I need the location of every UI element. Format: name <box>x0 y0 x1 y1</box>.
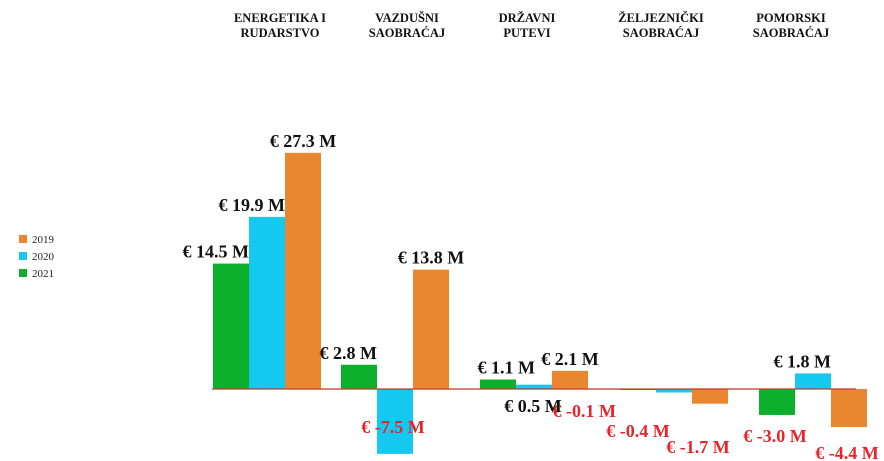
bar-2020-4 <box>795 373 831 389</box>
category-label-2-line-0: DRŽAVNI <box>499 11 556 25</box>
bar-2019-3 <box>692 389 728 404</box>
legend: 2019 2020 2021 <box>19 234 55 280</box>
bar-2020-3 <box>656 389 692 393</box>
category-label-1-line-0: VAZDUŠNI <box>375 11 439 25</box>
value-label-2019-3: € -1.7 M <box>666 437 729 457</box>
value-label-2019-4: € -4.4 M <box>815 443 878 461</box>
legend-swatch-2020 <box>19 252 27 260</box>
category-label-0-line-1: RUDARSTVO <box>241 26 320 40</box>
value-label-2020-2: € 0.5 M <box>504 396 562 416</box>
bar-2019-1 <box>413 269 449 389</box>
value-label-2019-2: € 2.1 M <box>541 349 599 369</box>
bar-2020-1 <box>377 389 413 454</box>
category-label-0-line-0: ENERGETIKA I <box>234 11 326 25</box>
value-label-2020-0: € 19.9 M <box>219 195 286 215</box>
value-label-2020-3: € -0.4 M <box>606 421 669 441</box>
bar-2020-2 <box>516 384 552 389</box>
category-label-2-line-1: PUTEVI <box>503 26 550 40</box>
legend-label-2021: 2021 <box>32 268 54 280</box>
bar-2019-0 <box>285 152 321 389</box>
value-label-2021-1: € 2.8 M <box>320 343 378 363</box>
category-label-3-line-0: ŽELJEZNIČKI <box>618 11 704 25</box>
bar-2021-2 <box>480 379 516 389</box>
bar-2021-4 <box>759 389 795 415</box>
value-label-2021-3: € -0.1 M <box>553 401 616 421</box>
bar-2019-4 <box>831 389 867 428</box>
legend-swatch-2019 <box>19 235 27 243</box>
value-label-2021-4: € -3.0 M <box>743 426 806 446</box>
bar-2021-0 <box>213 263 249 389</box>
bars <box>213 152 867 454</box>
value-label-2021-0: € 14.5 M <box>183 242 250 262</box>
value-labels: € 14.5 M € 2.8 M € 1.1 M € -0.1 M € -3.0 M € … <box>183 131 879 461</box>
legend-label-2019: 2019 <box>32 234 55 246</box>
bar-2020-0 <box>249 216 285 389</box>
value-label-2020-1: € -7.5 M <box>361 417 424 437</box>
category-label-4-line-1: SAOBRAĆAJ <box>753 26 829 40</box>
legend-swatch-2021 <box>19 269 27 277</box>
bar-2021-1 <box>341 364 377 389</box>
value-label-2019-1: € 13.8 M <box>398 248 465 268</box>
category-label-1-line-1: SAOBRAĆAJ <box>369 26 445 40</box>
legend-label-2020: 2020 <box>32 251 55 263</box>
value-label-2019-0: € 27.3 M <box>270 131 337 151</box>
value-label-2020-4: € 1.8 M <box>774 351 832 371</box>
category-label-3-line-1: SAOBRAĆAJ <box>623 26 699 40</box>
category-label-4-line-0: POMORSKI <box>756 11 826 25</box>
bar-2019-2 <box>552 370 588 389</box>
value-label-2021-2: € 1.1 M <box>478 357 536 377</box>
category-labels: ENERGETIKA IRUDARSTVOVAZDUŠNISAOBRAĆAJDR… <box>234 11 829 40</box>
